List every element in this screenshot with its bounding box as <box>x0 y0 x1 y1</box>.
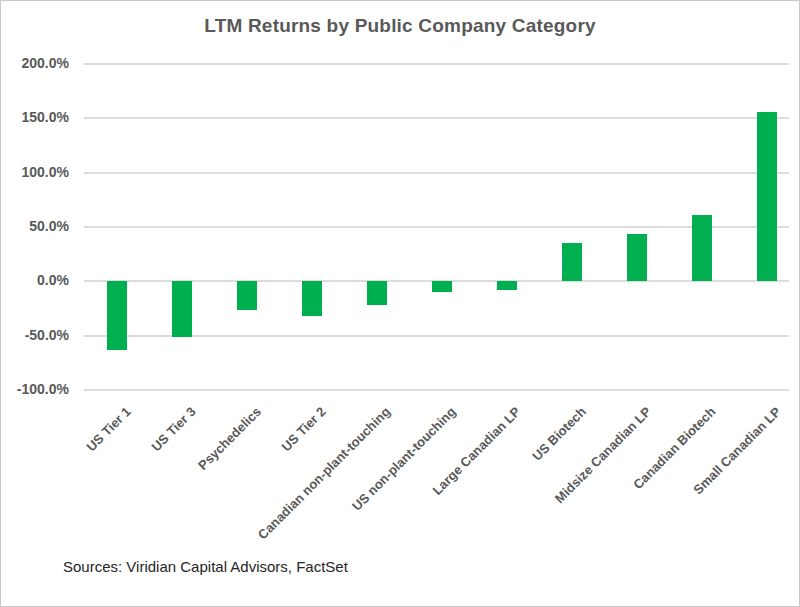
x-axis-category-label: US Tier 1 <box>83 404 133 454</box>
gridline <box>84 172 789 174</box>
y-axis-tick-label: 50.0% <box>1 218 69 234</box>
y-axis-tick-label: 0.0% <box>1 272 69 288</box>
bar <box>367 281 387 305</box>
bar <box>237 281 257 309</box>
bar <box>757 112 777 282</box>
x-axis-category-label: Canadian non-plant-touching <box>255 404 393 542</box>
y-axis-tick-label: 100.0% <box>1 164 69 180</box>
x-axis-category-label: US Tier 2 <box>278 404 328 454</box>
chart-canvas: LTM Returns by Public Company Category 2… <box>0 0 800 607</box>
gridline <box>84 117 789 119</box>
bar <box>562 243 582 281</box>
x-axis-category-label: US Biotech <box>529 404 589 464</box>
bar <box>172 281 192 336</box>
bar <box>497 281 517 290</box>
x-axis-category-label: US Tier 3 <box>148 404 198 454</box>
bar <box>107 281 127 349</box>
bar <box>627 234 647 282</box>
gridline <box>84 63 789 65</box>
gridline <box>84 389 789 391</box>
y-axis-tick-label: 200.0% <box>1 55 69 71</box>
source-note: Sources: Viridian Capital Advisors, Fact… <box>63 558 348 575</box>
y-axis-tick-label: 150.0% <box>1 109 69 125</box>
gridline <box>84 226 789 228</box>
bar <box>432 281 452 292</box>
x-axis-category-label: Psychedelics <box>195 404 264 473</box>
plot-area: 200.0% 150.0% 100.0% 50.0% 0.0% -50.0% -100.0%… <box>1 1 799 606</box>
y-axis-tick-label: -100.0% <box>1 381 69 397</box>
y-axis-tick-label: -50.0% <box>1 327 69 343</box>
bar <box>302 281 322 316</box>
bar <box>692 215 712 281</box>
